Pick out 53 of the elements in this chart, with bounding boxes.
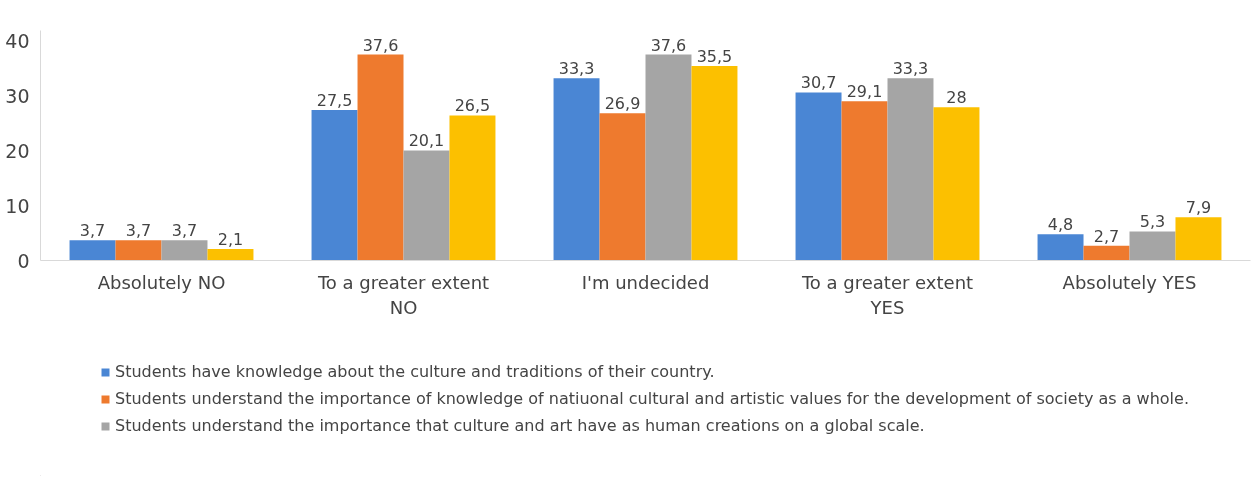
bar [887,78,934,261]
data-label: 28 [946,88,967,108]
data-label: 35,5 [696,47,733,67]
data-label: 26,5 [454,96,491,116]
data-label: 37,6 [650,35,687,55]
x-tick-label: I'm undecided [581,271,710,293]
bar [311,109,358,261]
bar [69,240,116,261]
x-tick-label: Absolutely YES [1062,271,1197,293]
data-label: 37,6 [362,35,399,55]
bar [207,249,254,261]
data-label: 5,3 [1139,212,1166,232]
data-label: 3,7 [125,221,152,241]
bar [933,107,980,261]
legend-label: Students understand the importance of knowledge of natiuonal cultural and artistic values for the development of society as a whole. [115,389,1189,408]
y-tick-label: 40 [5,30,30,53]
bar [449,115,496,261]
bar [115,240,162,261]
bar [795,92,842,261]
y-tick-label: 10 [5,194,30,217]
data-label: 29,1 [846,82,883,102]
bar [1037,234,1084,261]
bar [357,54,404,261]
legend-label: Students have knowledge about the culture and traditions of their country. [115,362,715,381]
legend-label: Students understand the importance that culture and art have as human creations on a global scale. [115,416,925,435]
data-label: 3,7 [171,221,198,241]
bar [1129,231,1176,261]
bar [841,101,888,261]
data-label: 2,1 [217,230,244,249]
bar [691,66,738,261]
data-label: 3,7 [79,221,106,241]
data-label: 26,9 [604,94,641,114]
data-label: 27,5 [316,90,353,110]
y-tick-label: 20 [5,139,30,162]
data-label: 20,1 [408,131,445,151]
bar [1083,245,1130,261]
data-label: 30,7 [800,73,837,93]
bar [553,78,600,261]
x-tick-label: To a greater extent NO [316,271,490,318]
y-tick-label: 0 [17,249,30,272]
y-tick-label: 30 [5,85,30,108]
bar [161,240,208,261]
data-label: 2,7 [1093,226,1120,246]
bar [1175,217,1222,261]
data-label: 33,3 [558,59,595,79]
x-tick-label: Absolutely NO [97,271,226,293]
x-tick-label: To a greater extent YES [800,271,974,318]
data-label: 33,3 [892,59,929,79]
bar [645,54,692,261]
data-label: 7,9 [1185,198,1212,218]
bar [403,150,450,261]
bar [599,113,646,261]
data-label: 4,8 [1047,215,1074,235]
